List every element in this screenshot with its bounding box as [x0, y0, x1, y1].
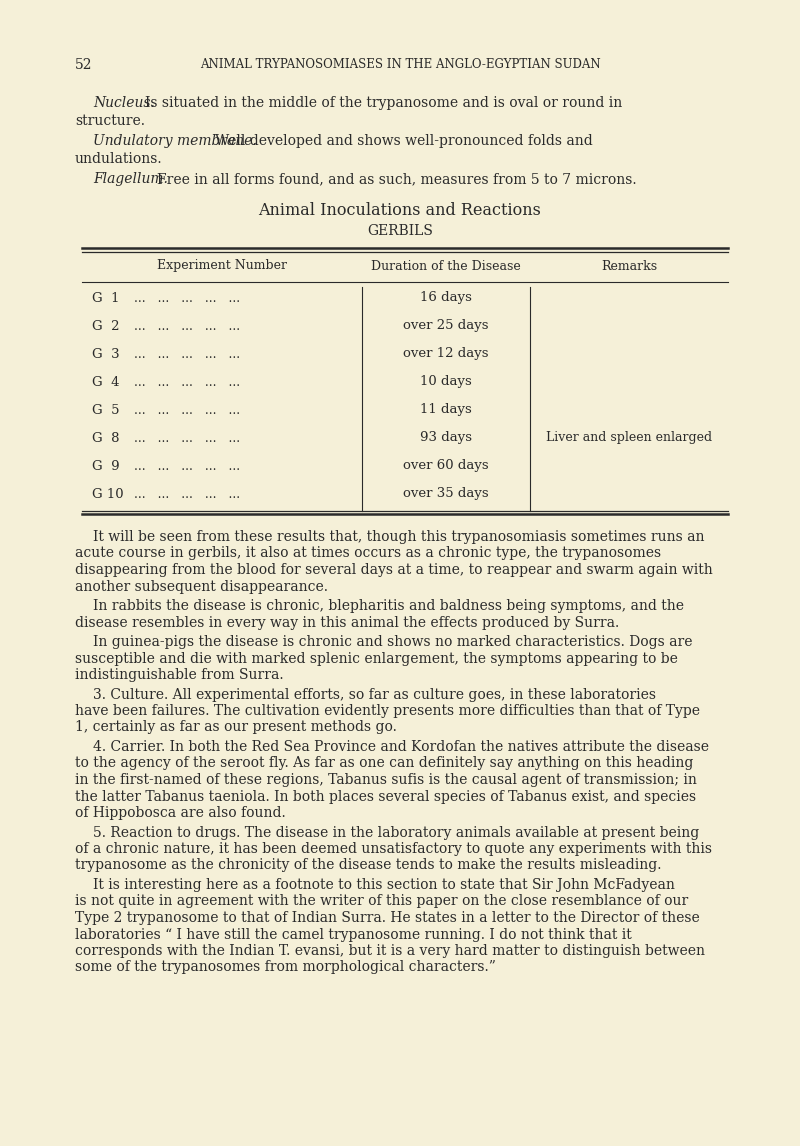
Text: disappearing from the blood for several days at a time, to reappear and swarm ag: disappearing from the blood for several … [75, 563, 713, 576]
Text: of a chronic nature, it has been deemed unsatisfactory to quote any experiments : of a chronic nature, it has been deemed … [75, 842, 712, 856]
Text: indistinguishable from Surra.: indistinguishable from Surra. [75, 668, 284, 682]
Text: corresponds with the Indian T. evansi, but it is a very hard matter to distingui: corresponds with the Indian T. evansi, b… [75, 944, 705, 958]
Text: trypanosome as the chronicity of the disease tends to make the results misleadin: trypanosome as the chronicity of the dis… [75, 858, 662, 872]
Text: 10 days: 10 days [420, 376, 472, 388]
Text: is not quite in agreement with the writer of this paper on the close resemblance: is not quite in agreement with the write… [75, 895, 688, 909]
Text: 4. Carrier. In both the Red Sea Province and Kordofan the natives attribute the : 4. Carrier. In both the Red Sea Province… [93, 740, 709, 754]
Text: ...   ...   ...   ...   ...: ... ... ... ... ... [134, 403, 240, 416]
Text: G  5: G 5 [92, 403, 119, 416]
Text: over 12 days: over 12 days [403, 347, 489, 361]
Text: ...   ...   ...   ...   ...: ... ... ... ... ... [134, 460, 240, 472]
Text: Free in all forms found, and as such, measures from 5 to 7 microns.: Free in all forms found, and as such, me… [157, 172, 637, 186]
Text: ...   ...   ...   ...   ...: ... ... ... ... ... [134, 487, 240, 501]
Text: Duration of the Disease: Duration of the Disease [371, 259, 521, 273]
Text: Is situated in the middle of the trypanosome and is oval or round in: Is situated in the middle of the trypano… [145, 96, 622, 110]
Text: over 25 days: over 25 days [403, 320, 489, 332]
Text: another subsequent disappearance.: another subsequent disappearance. [75, 580, 328, 594]
Text: Remarks: Remarks [601, 259, 657, 273]
Text: ...   ...   ...   ...   ...: ... ... ... ... ... [134, 347, 240, 361]
Text: Liver and spleen enlarged: Liver and spleen enlarged [546, 432, 712, 445]
Text: some of the trypanosomes from morphological characters.”: some of the trypanosomes from morphologi… [75, 960, 496, 974]
Text: ...   ...   ...   ...   ...: ... ... ... ... ... [134, 376, 240, 388]
Text: of Hippobosca are also found.: of Hippobosca are also found. [75, 806, 286, 821]
Text: It will be seen from these results that, though this trypanosomiasis sometimes r: It will be seen from these results that,… [93, 529, 705, 544]
Text: 93 days: 93 days [420, 432, 472, 445]
Text: G  8: G 8 [92, 432, 119, 445]
Text: Well developed and shows well-pronounced folds and: Well developed and shows well-pronounced… [215, 134, 593, 148]
Text: In guinea-pigs the disease is chronic and shows no marked characteristics. Dogs : In guinea-pigs the disease is chronic an… [93, 635, 693, 649]
Text: laboratories “ I have still the camel trypanosome running. I do not think that i: laboratories “ I have still the camel tr… [75, 927, 632, 942]
Text: Experiment Number: Experiment Number [157, 259, 287, 273]
Text: undulations.: undulations. [75, 152, 162, 166]
Text: G  9: G 9 [92, 460, 120, 472]
Text: susceptible and die with marked splenic enlargement, the symptoms appearing to b: susceptible and die with marked splenic … [75, 651, 678, 666]
Text: structure.: structure. [75, 113, 145, 128]
Text: in the first-named of these regions, Tabanus sufis is the causal agent of transm: in the first-named of these regions, Tab… [75, 774, 697, 787]
Text: 1, certainly as far as our present methods go.: 1, certainly as far as our present metho… [75, 721, 397, 735]
Text: G  1: G 1 [92, 291, 119, 305]
Text: Nucleus.: Nucleus. [93, 96, 155, 110]
Text: In rabbits the disease is chronic, blepharitis and baldness being symptoms, and : In rabbits the disease is chronic, bleph… [93, 599, 684, 613]
Text: G  4: G 4 [92, 376, 119, 388]
Text: Undulatory membrane.: Undulatory membrane. [93, 134, 257, 148]
Text: G 10: G 10 [92, 487, 124, 501]
Text: ANIMAL TRYPANOSOMIASES IN THE ANGLO-EGYPTIAN SUDAN: ANIMAL TRYPANOSOMIASES IN THE ANGLO-EGYP… [200, 58, 600, 71]
Text: 52: 52 [75, 58, 93, 72]
Text: ...   ...   ...   ...   ...: ... ... ... ... ... [134, 320, 240, 332]
Text: 3. Culture. All experimental efforts, so far as culture goes, in these laborator: 3. Culture. All experimental efforts, so… [93, 688, 656, 701]
Text: 5. Reaction to drugs. The disease in the laboratory animals available at present: 5. Reaction to drugs. The disease in the… [93, 825, 699, 840]
Text: have been failures. The cultivation evidently presents more difficulties than th: have been failures. The cultivation evid… [75, 704, 700, 719]
Text: 16 days: 16 days [420, 291, 472, 305]
Text: ...   ...   ...   ...   ...: ... ... ... ... ... [134, 291, 240, 305]
Text: ...   ...   ...   ...   ...: ... ... ... ... ... [134, 432, 240, 445]
Text: GERBILS: GERBILS [367, 223, 433, 238]
Text: 11 days: 11 days [420, 403, 472, 416]
Text: Animal Inoculations and Reactions: Animal Inoculations and Reactions [258, 202, 542, 219]
Text: to the agency of the seroot fly. As far as one can definitely say anything on th: to the agency of the seroot fly. As far … [75, 756, 694, 770]
Text: G  3: G 3 [92, 347, 120, 361]
Text: Type 2 trypanosome to that of Indian Surra. He states in a letter to the Directo: Type 2 trypanosome to that of Indian Sur… [75, 911, 700, 925]
Text: over 60 days: over 60 days [403, 460, 489, 472]
Text: acute course in gerbils, it also at times occurs as a chronic type, the trypanos: acute course in gerbils, it also at time… [75, 547, 661, 560]
Text: Flagellum.: Flagellum. [93, 172, 168, 186]
Text: It is interesting here as a footnote to this section to state that Sir John McFa: It is interesting here as a footnote to … [93, 878, 675, 892]
Text: over 35 days: over 35 days [403, 487, 489, 501]
Text: disease resembles in every way in this animal the effects produced by Surra.: disease resembles in every way in this a… [75, 615, 619, 629]
Text: the latter Tabanus taeniola. In both places several species of Tabanus exist, an: the latter Tabanus taeniola. In both pla… [75, 790, 696, 803]
Text: G  2: G 2 [92, 320, 119, 332]
